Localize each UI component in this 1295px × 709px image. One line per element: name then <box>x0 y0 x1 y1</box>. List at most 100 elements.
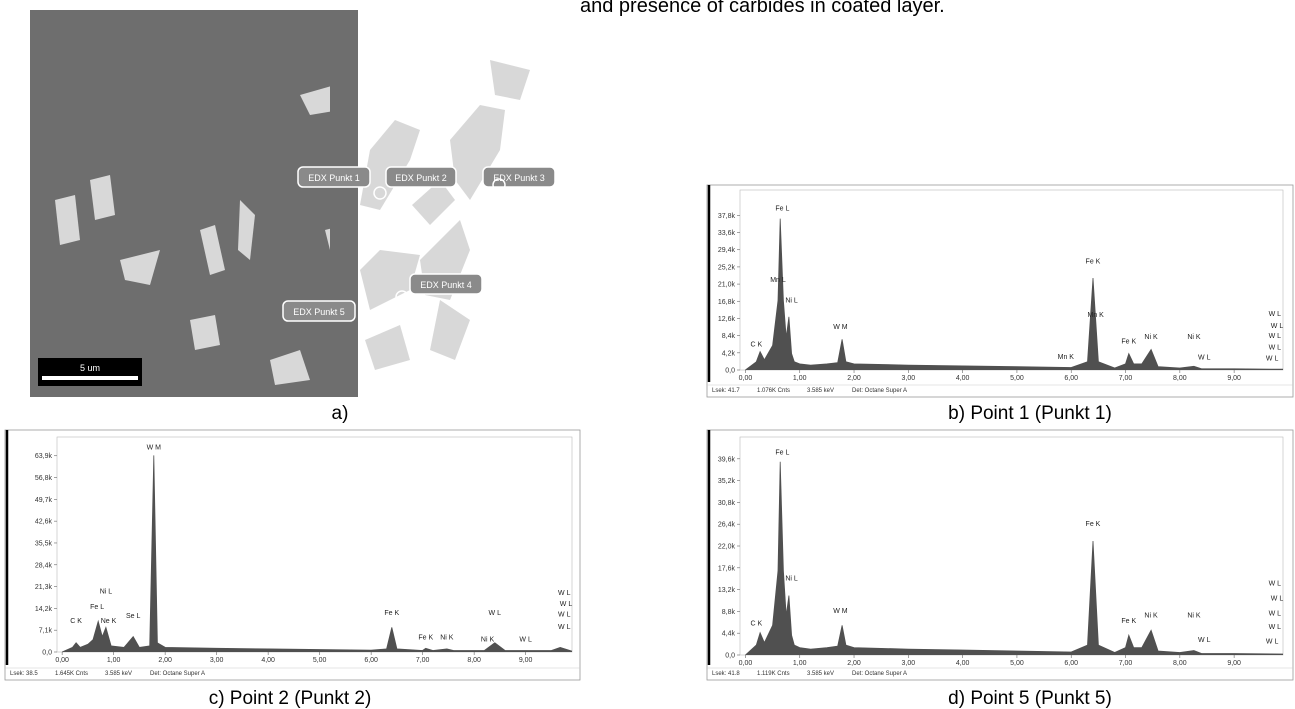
y-tick-label: 16,8k <box>718 299 736 306</box>
peak-label: W L <box>489 610 502 617</box>
footer-text: 3.585 keV <box>105 671 132 677</box>
y-tick-label: 13,2k <box>718 587 736 594</box>
header-text: and presence of carbides in coated layer… <box>580 0 945 17</box>
x-tick-label: 8,00 <box>1173 375 1187 382</box>
edx-label: EDX Punkt 1 <box>308 173 360 183</box>
footer-text: 1.645K Cnts <box>55 671 88 677</box>
x-tick-label: 8,00 <box>467 657 481 664</box>
y-tick-label: 0,0 <box>42 650 52 657</box>
x-tick-label: 5,00 <box>1010 375 1024 382</box>
x-tick-label: 4,00 <box>261 657 275 664</box>
peak-label: W L <box>1269 624 1282 631</box>
peak-label: Ni K <box>481 636 495 643</box>
peak-label: Fe K <box>1086 259 1101 266</box>
peak-label: W L <box>1269 610 1282 617</box>
peak-label: Fe K <box>1121 338 1136 345</box>
x-tick-label: 6,00 <box>364 657 378 664</box>
x-tick-label: 0,00 <box>55 657 69 664</box>
peak-label: W L <box>558 590 571 597</box>
x-tick-label: 1,00 <box>107 657 121 664</box>
sem-particles <box>55 60 530 385</box>
peak-label: W L <box>1266 356 1279 363</box>
x-tick-label: 1,00 <box>793 375 807 382</box>
edx-label: EDX Punkt 4 <box>420 280 472 290</box>
scale-bar <box>42 376 138 380</box>
x-tick-label: 2,00 <box>158 657 172 664</box>
x-tick-label: 0,00 <box>739 375 753 382</box>
peak-label: W M <box>833 608 848 615</box>
peak-label: Ni K <box>1144 334 1158 341</box>
y-tick-label: 28,4k <box>35 562 53 569</box>
footer-text: Lsek: 41.8 <box>712 671 740 677</box>
y-tick-label: 8,8k <box>722 609 736 616</box>
y-tick-label: 7,1k <box>39 628 53 635</box>
peak-label: C K <box>750 620 762 627</box>
peak-label: W L <box>1271 596 1284 603</box>
peak-label: Fe L <box>775 449 789 456</box>
y-tick-label: 8,4k <box>722 333 736 340</box>
x-tick-label: 6,00 <box>1064 660 1078 667</box>
y-tick-label: 35,2k <box>718 478 736 485</box>
footer-text: 3.585 keV <box>807 671 834 677</box>
y-tick-label: 17,6k <box>718 565 736 572</box>
peak-label: W M <box>147 444 162 451</box>
peak-label: W M <box>833 324 848 331</box>
peak-label: W L <box>1198 637 1211 644</box>
x-tick-label: 5,00 <box>313 657 327 664</box>
peak-label: Se L <box>126 613 141 620</box>
peak-label: Ni K <box>1187 612 1201 619</box>
x-tick-label: 7,00 <box>1119 660 1133 667</box>
peak-label: Ni L <box>785 298 798 305</box>
peak-label: W L <box>1198 354 1211 361</box>
edx-label: EDX Punkt 3 <box>493 173 545 183</box>
peak-label: W L <box>1269 581 1282 588</box>
peak-label: Mn L <box>770 277 786 284</box>
sem-image: EDX Punkt 1 EDX Punkt 2 EDX Punkt 3 EDX … <box>30 10 556 397</box>
peak-label: Ni K <box>1187 334 1201 341</box>
x-tick-label: 5,00 <box>1010 660 1024 667</box>
y-tick-label: 35,5k <box>35 540 53 547</box>
edx-label: EDX Punkt 5 <box>293 307 345 317</box>
edx-markers <box>282 166 556 322</box>
edx-label: EDX Punkt 2 <box>395 173 447 183</box>
footer-text: Lsek: 41.7 <box>712 388 740 394</box>
x-tick-label: 4,00 <box>956 660 970 667</box>
peak-label: Fe K <box>1086 521 1101 528</box>
x-tick-label: 7,00 <box>1119 375 1133 382</box>
scale-bar-box <box>38 358 142 386</box>
footer-text: Lsek: 38.5 <box>10 671 38 677</box>
y-tick-label: 25,2k <box>718 264 736 271</box>
footer-text: 1.119K Cnts <box>757 671 790 677</box>
y-tick-label: 26,4k <box>718 522 736 529</box>
y-tick-label: 56,8k <box>35 475 53 482</box>
peak-label: C K <box>70 618 82 625</box>
peak-label: Mn K <box>1087 312 1104 319</box>
x-tick-label: 2,00 <box>847 375 861 382</box>
footer-text: 3.585 keV <box>807 388 834 394</box>
peak-label: Ni K <box>1144 612 1158 619</box>
scale-bar-label: 5 um <box>80 363 100 373</box>
peak-label: Ni L <box>785 576 798 583</box>
caption: c) Point 2 (Punkt 2) <box>209 688 372 709</box>
footer-text: Det: Octane Super A <box>150 671 205 677</box>
y-tick-label: 21,0k <box>718 282 736 289</box>
caption: b) Point 1 (Punkt 1) <box>948 403 1112 424</box>
footer-text: 1.076K Cnts <box>757 388 790 394</box>
footer-text: Det: Octane Super A <box>852 671 907 677</box>
peak-label: Fe L <box>775 205 789 212</box>
x-tick-label: 9,00 <box>1227 375 1241 382</box>
y-tick-label: 4,2k <box>722 350 736 357</box>
peak-label: Fe K <box>384 610 399 617</box>
y-tick-label: 21,3k <box>35 584 53 591</box>
peak-label: Ni K <box>440 635 454 642</box>
spectrum <box>745 218 1284 371</box>
x-tick-label: 2,00 <box>847 660 861 667</box>
y-tick-label: 63,9k <box>35 453 53 460</box>
peak-label: W L <box>560 601 573 608</box>
x-tick-label: 4,00 <box>956 375 970 382</box>
peak-label: W L <box>519 636 532 643</box>
y-tick-label: 39,6k <box>718 456 736 463</box>
x-tick-label: 3,00 <box>210 657 224 664</box>
chart-frame <box>706 429 1294 681</box>
